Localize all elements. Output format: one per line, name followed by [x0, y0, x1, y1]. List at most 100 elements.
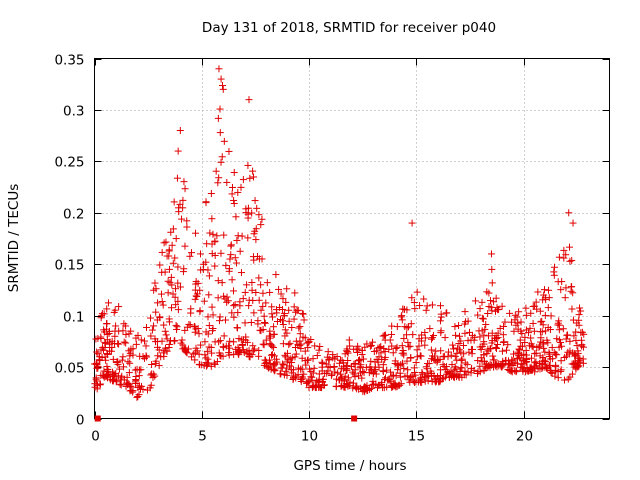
data-point — [479, 315, 487, 323]
data-point — [566, 337, 574, 345]
data-point — [219, 85, 227, 93]
data-point — [546, 355, 554, 363]
data-point — [104, 299, 112, 307]
data-point — [456, 332, 464, 340]
data-point — [518, 364, 526, 372]
data-point — [230, 313, 238, 321]
data-point — [494, 329, 502, 337]
data-point — [421, 377, 429, 385]
data-point — [336, 370, 344, 378]
data-point — [163, 335, 171, 343]
data-point — [161, 268, 169, 276]
data-point — [488, 307, 496, 315]
data-point — [532, 298, 540, 306]
data-point — [309, 381, 317, 389]
data-point — [257, 221, 265, 229]
data-point — [244, 234, 252, 242]
data-point — [540, 286, 548, 294]
data-point — [230, 302, 238, 310]
data-point — [480, 358, 488, 366]
data-point — [150, 286, 158, 294]
data-point — [251, 197, 259, 205]
data-point — [450, 366, 458, 374]
data-point — [362, 385, 370, 393]
data-point — [223, 298, 231, 306]
data-point — [563, 331, 571, 339]
data-point — [547, 366, 555, 374]
data-point — [538, 365, 546, 373]
data-point — [458, 355, 466, 363]
data-point — [106, 347, 114, 355]
data-point — [270, 367, 278, 375]
data-point — [230, 196, 238, 204]
data-point — [550, 268, 558, 276]
data-point — [482, 320, 490, 328]
data-point — [498, 302, 506, 310]
data-point — [245, 296, 253, 304]
data-point — [187, 249, 195, 257]
data-point — [290, 366, 298, 374]
data-point — [154, 299, 162, 307]
data-point — [158, 298, 166, 306]
data-point — [492, 294, 500, 302]
data-point — [288, 369, 296, 377]
data-point — [485, 289, 493, 297]
y-tick-label: 0.15 — [54, 258, 84, 274]
data-point — [233, 324, 241, 332]
data-point — [572, 328, 580, 336]
data-point — [155, 362, 163, 370]
data-point — [529, 319, 537, 327]
data-point — [504, 341, 512, 349]
data-point — [189, 350, 197, 358]
data-point — [423, 302, 431, 310]
data-point — [148, 326, 156, 334]
data-point — [407, 354, 415, 362]
data-point — [572, 337, 580, 345]
data-point — [249, 173, 257, 181]
y-tick-label: 0.25 — [54, 155, 84, 171]
data-point — [150, 322, 158, 330]
data-point — [577, 307, 585, 315]
data-point — [474, 357, 482, 365]
data-point — [391, 357, 399, 365]
data-point — [455, 373, 463, 381]
data-point — [172, 285, 180, 293]
data-point — [234, 344, 242, 352]
data-point — [115, 365, 123, 373]
data-point — [426, 325, 434, 333]
data-point — [237, 183, 245, 191]
data-point — [93, 348, 101, 356]
data-point — [216, 129, 224, 137]
data-point — [115, 340, 123, 348]
data-point — [541, 294, 549, 302]
data-point — [480, 331, 488, 339]
data-point — [157, 290, 165, 298]
data-point — [564, 375, 572, 383]
data-point — [499, 338, 507, 346]
data-point — [191, 323, 199, 331]
data-point — [569, 219, 577, 227]
data-point — [230, 338, 238, 346]
data-point — [562, 284, 570, 292]
data-point — [363, 382, 371, 390]
data-point — [554, 321, 562, 329]
data-point — [468, 350, 476, 358]
data-point — [392, 372, 400, 380]
data-point — [478, 314, 486, 322]
data-point — [540, 357, 548, 365]
data-point — [177, 339, 185, 347]
data-point — [376, 343, 384, 351]
data-point — [320, 382, 328, 390]
data-point — [399, 359, 407, 367]
data-point — [436, 317, 444, 325]
data-point — [168, 304, 176, 312]
data-point — [161, 344, 169, 352]
data-point — [369, 338, 377, 346]
data-point — [197, 341, 205, 349]
data-point — [225, 351, 233, 359]
data-point — [349, 384, 357, 392]
data-point — [240, 349, 248, 357]
data-point — [387, 368, 395, 376]
data-point — [487, 297, 495, 305]
data-point — [202, 199, 210, 207]
